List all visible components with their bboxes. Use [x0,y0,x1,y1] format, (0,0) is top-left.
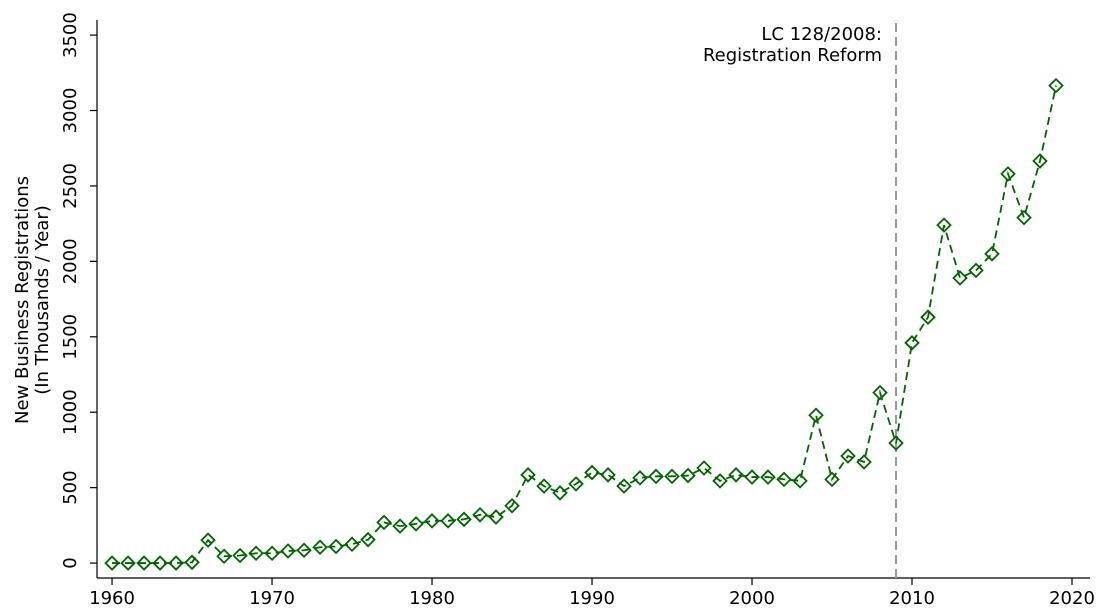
series-line [112,85,1057,564]
marker [376,514,392,531]
marker [664,468,680,485]
marker [904,335,920,351]
marker [632,470,648,486]
marker [696,460,712,476]
y-axis-label: (In Thousands / Year) [32,205,53,395]
x-tick-label: 2010 [889,588,935,609]
x-tick-label: 1990 [569,588,615,609]
marker [648,468,664,485]
marker [776,471,792,488]
marker [744,469,760,485]
marker [104,555,120,571]
marker [712,473,728,489]
marker [440,513,456,529]
marker [216,548,232,565]
x-tick-label: 1980 [409,588,455,609]
marker [168,555,184,571]
marker [888,435,904,451]
marker [328,538,344,555]
x-tick-label: 2020 [1049,588,1095,609]
marker [984,246,1000,262]
marker [472,507,488,523]
marker [872,384,888,401]
y-tick-label: 1500 [60,314,81,360]
marker [456,511,472,528]
marker [808,407,824,424]
annotation: LC 128/2008: [761,24,882,45]
marker [264,545,280,562]
marker [616,478,632,494]
marker [360,531,376,548]
marker [408,516,424,532]
marker [1048,77,1064,94]
y-axis-label: New Business Registrations [12,176,33,424]
marker [824,471,840,488]
marker [920,309,936,325]
y-tick-label: 0 [60,557,81,568]
marker [1000,166,1016,182]
y-tick-label: 1000 [60,389,81,435]
marker [504,497,520,514]
x-tick-label: 2000 [729,588,775,609]
y-tick-label: 3000 [60,88,81,134]
marker [488,509,504,525]
marker [600,467,616,483]
marker [680,467,696,484]
marker [152,555,168,571]
marker [568,476,584,492]
marker [936,217,952,233]
marker [520,467,536,483]
marker [280,543,296,559]
marker [840,448,856,464]
marker [968,262,984,279]
x-tick-label: 1970 [249,588,295,609]
marker [344,536,360,552]
annotation: Registration Reform [703,45,882,66]
marker [312,539,328,555]
y-tick-label: 2000 [60,238,81,284]
marker [952,270,968,286]
y-tick-label: 2500 [60,163,81,209]
marker [1032,153,1048,169]
marker [536,478,552,494]
marker [760,469,776,485]
y-tick-label: 500 [60,470,81,504]
x-tick-label: 1960 [89,588,135,609]
marker [136,555,152,571]
marker [120,555,136,571]
marker [248,545,264,562]
marker [200,532,216,548]
marker [184,554,200,571]
marker [232,547,248,564]
marker [392,518,408,534]
marker [1016,209,1032,226]
marker [728,467,744,483]
y-tick-label: 3500 [60,12,81,58]
marker [856,454,872,470]
marker [584,464,600,481]
marker [792,473,808,489]
marker [552,485,568,501]
marker [424,513,440,529]
marker [296,542,312,559]
